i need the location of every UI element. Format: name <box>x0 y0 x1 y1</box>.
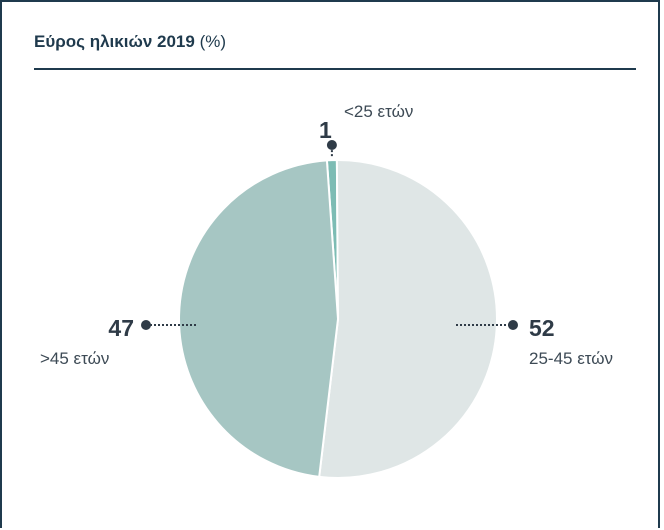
slice-label-under-25: <25 ετών <box>344 102 413 121</box>
pie-slice-25-45 <box>318 158 498 479</box>
pie-slice-over-45 <box>178 159 340 478</box>
leader-25-45-dot <box>508 320 518 330</box>
leader-over-45-dot <box>141 320 151 330</box>
title-divider <box>34 68 636 70</box>
chart-title-unit: (%) <box>199 32 227 51</box>
pie-leader-lines <box>141 140 518 330</box>
leader-under-25-dot <box>326 140 337 150</box>
slice-value-over-45: 47 <box>108 315 134 341</box>
pie-slices <box>178 158 498 479</box>
slice-value-25-45: 52 <box>529 315 555 341</box>
chart-title: Εύρος ηλικιών 2019 (%) <box>34 32 226 52</box>
slice-label-25-45: 25-45 ετών <box>529 349 613 368</box>
slice-label-over-45: >45 ετών <box>40 349 109 368</box>
slice-value-under-25: 1 <box>319 117 332 143</box>
chart-title-main: Εύρος ηλικιών 2019 <box>34 32 195 51</box>
